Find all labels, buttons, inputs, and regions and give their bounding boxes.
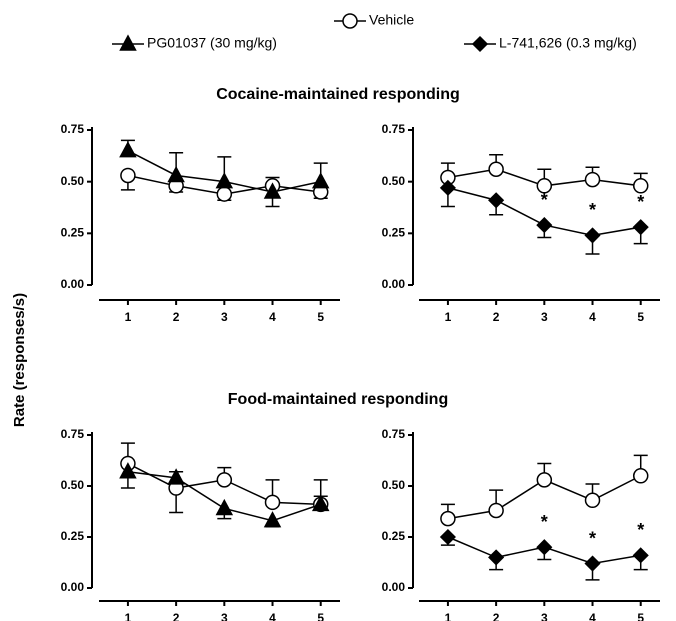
legend-label: L-741,626 (0.3 mg/kg) <box>499 35 637 51</box>
marker <box>488 161 504 178</box>
x-tick-label: 5 <box>637 611 644 621</box>
x-tick-label: 3 <box>221 611 228 621</box>
x-tick-label: 2 <box>493 310 500 324</box>
marker <box>167 468 185 485</box>
marker <box>440 510 456 527</box>
y-tick-label: 0.50 <box>382 174 406 188</box>
x-tick-label: 4 <box>269 611 276 621</box>
x-tick-label: 2 <box>173 611 180 621</box>
y-tick-label: 0.50 <box>61 478 85 492</box>
y-tick-label: 0.75 <box>382 122 406 136</box>
marker <box>488 192 505 209</box>
marker <box>215 498 234 516</box>
marker <box>119 141 137 158</box>
marker <box>119 462 137 479</box>
y-tick-label: 0.25 <box>382 226 406 240</box>
marker <box>120 167 136 184</box>
legend-label: PG01037 (30 mg/kg) <box>147 35 277 51</box>
y-tick-label: 0.75 <box>61 427 85 441</box>
panel-title: Cocaine-maintained responding <box>216 86 460 103</box>
x-tick-label: 2 <box>493 611 500 621</box>
legend-marker <box>471 35 489 53</box>
marker <box>584 171 601 188</box>
y-tick-label: 0.50 <box>61 174 85 188</box>
y-tick-label: 0.25 <box>61 226 85 240</box>
marker <box>439 528 456 546</box>
x-tick-label: 2 <box>173 310 180 324</box>
marker <box>216 186 233 202</box>
x-tick-label: 3 <box>541 310 548 324</box>
x-tick-label: 5 <box>317 310 324 324</box>
marker <box>439 179 456 196</box>
y-tick-label: 0.25 <box>61 529 85 543</box>
x-tick-label: 4 <box>589 611 596 621</box>
y-tick-label: 0.25 <box>382 529 406 543</box>
x-tick-label: 1 <box>125 611 132 621</box>
marker <box>584 492 601 509</box>
marker <box>584 555 601 572</box>
legend-label: Vehicle <box>369 12 414 28</box>
y-tick-label: 0.00 <box>61 277 85 291</box>
y-tick-label: 0.00 <box>382 277 406 291</box>
y-tick-label: 0.00 <box>382 580 406 594</box>
x-tick-label: 3 <box>541 611 548 621</box>
y-tick-label: 0.50 <box>382 478 406 492</box>
marker <box>536 539 553 556</box>
marker <box>536 217 553 234</box>
marker <box>488 502 504 519</box>
significance-star: * <box>541 190 548 210</box>
significance-star: * <box>589 200 596 220</box>
marker <box>216 472 233 488</box>
x-tick-label: 3 <box>221 310 228 324</box>
marker <box>584 227 601 244</box>
significance-star: * <box>637 520 644 540</box>
marker <box>488 549 505 566</box>
marker <box>632 547 649 564</box>
x-tick-label: 4 <box>589 310 596 324</box>
significance-star: * <box>589 528 596 548</box>
marker <box>215 172 234 189</box>
marker <box>311 172 330 189</box>
significance-star: * <box>541 512 548 532</box>
y-axis-label: Rate (responses/s) <box>11 293 28 427</box>
x-tick-label: 1 <box>125 310 132 324</box>
x-tick-label: 4 <box>269 310 276 324</box>
marker <box>536 472 553 488</box>
significance-star: * <box>637 192 644 212</box>
legend-marker <box>342 13 358 29</box>
y-tick-label: 0.75 <box>61 122 85 136</box>
y-tick-label: 0.75 <box>382 427 406 441</box>
marker <box>263 511 282 528</box>
y-tick-label: 0.00 <box>61 580 85 594</box>
x-tick-label: 5 <box>637 310 644 324</box>
marker <box>263 182 282 199</box>
marker <box>632 219 649 236</box>
marker <box>167 165 185 183</box>
legend-marker <box>119 34 137 51</box>
panel-title: Food-maintained responding <box>228 391 448 408</box>
marker <box>264 494 281 511</box>
marker <box>632 178 649 194</box>
x-tick-label: 1 <box>445 310 452 324</box>
x-tick-label: 1 <box>445 611 452 621</box>
x-tick-label: 5 <box>317 611 324 621</box>
marker <box>536 178 553 194</box>
marker <box>311 494 330 512</box>
marker <box>632 468 649 484</box>
